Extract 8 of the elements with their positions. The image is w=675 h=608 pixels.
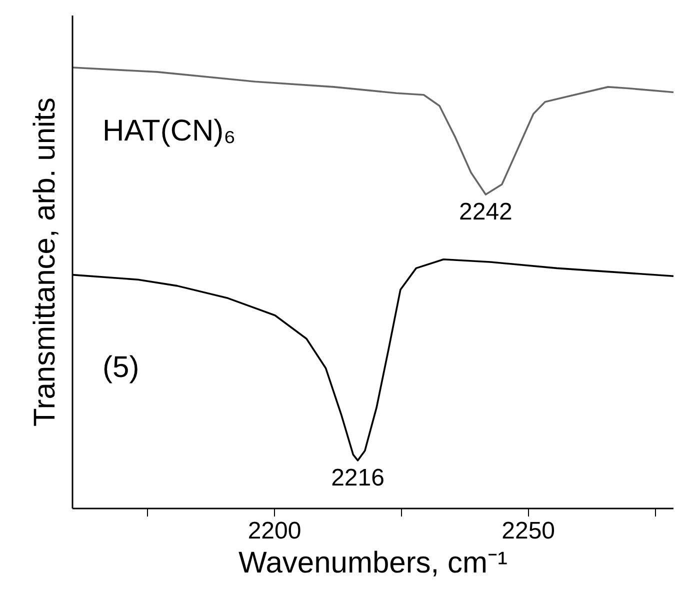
x-axis-title: Wavenumbers, cm⁻¹	[238, 546, 508, 580]
series-label: HAT(CN)₆	[102, 114, 236, 148]
text: (5)	[102, 351, 140, 384]
y-axis-title: Transmittance, arb. units	[28, 97, 62, 427]
x-tick-label: 2200	[248, 518, 302, 544]
annotation: 2216	[331, 464, 384, 492]
annotation: 2242	[458, 198, 512, 226]
x-tick-label: 2250	[502, 518, 556, 544]
